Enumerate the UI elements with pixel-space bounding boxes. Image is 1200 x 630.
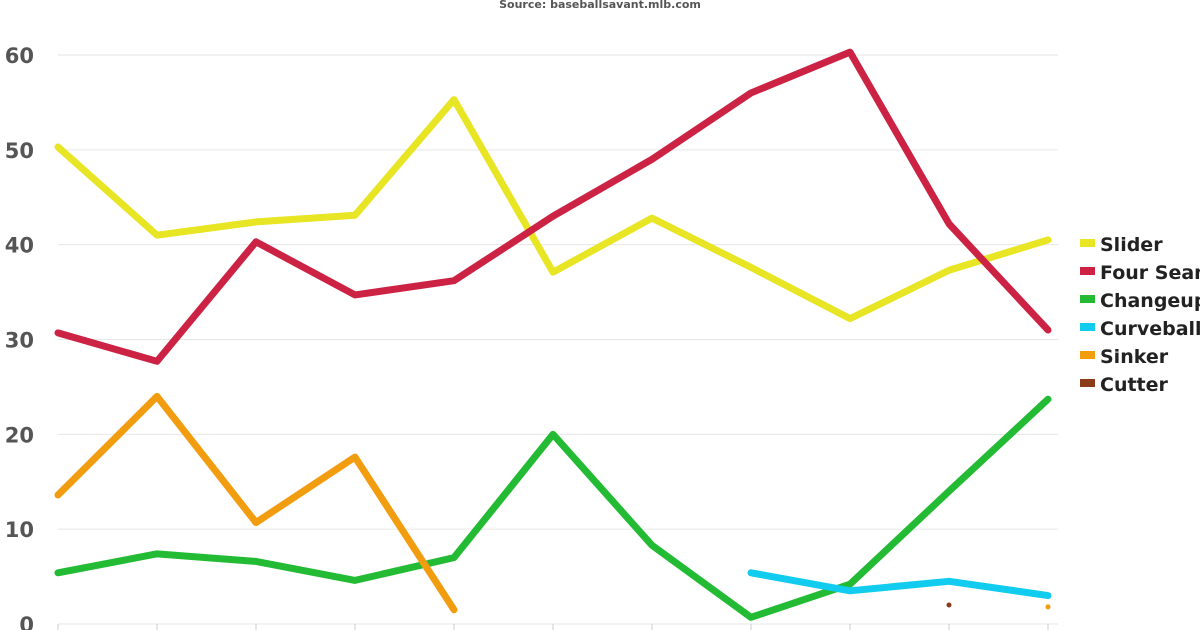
legend: Slider Four Seam Changeup Curveball Sinker Cu… [1080,234,1200,396]
data-point [1045,604,1051,610]
source-note: Source: baseballsavant.mlb.com [499,0,701,11]
series-line [54,96,1052,323]
y-axis: 0 10 20 30 40 50 60 [5,44,1049,630]
series-line [54,395,1052,621]
legend-label: Curveball [1100,318,1200,340]
y-tick-label: 50 [5,139,34,163]
legend-label: Changeup [1100,290,1200,312]
legend-item[interactable]: Sinker [1080,346,1169,368]
series-slider [54,96,1052,323]
legend-label: Four Seam [1100,262,1200,284]
legend-item[interactable]: Changeup [1080,290,1200,312]
series-changeup [54,395,1052,621]
series-cutter [946,602,952,608]
legend-label: Cutter [1100,374,1169,396]
y-tick-label: 0 [19,613,34,630]
series-sinker [54,392,1051,614]
legend-swatch [1080,379,1095,387]
legend-item[interactable]: Slider [1080,234,1163,256]
legend-swatch [1080,267,1095,275]
y-tick-label: 10 [5,518,34,542]
y-tick-label: 40 [5,234,34,258]
legend-label: Slider [1100,234,1163,256]
y-tick-label: 30 [5,329,34,353]
series-line [747,569,1052,600]
series-line [54,48,1052,365]
legend-swatch [1080,351,1095,359]
series-lines [54,48,1052,621]
legend-label: Sinker [1100,346,1169,368]
legend-item[interactable]: Four Seam [1080,262,1200,284]
legend-swatch [1080,323,1095,331]
series-four-seam [54,48,1052,365]
y-tick-label: 60 [5,44,34,68]
series-line [54,392,458,614]
legend-item[interactable]: Curveball [1080,318,1200,340]
legend-swatch [1080,239,1095,247]
legend-swatch [1080,295,1095,303]
grid [58,54,1058,625]
data-point [946,602,952,608]
y-tick-label: 20 [5,423,34,447]
legend-item[interactable]: Cutter [1080,374,1169,396]
series-curveball [747,569,1052,600]
